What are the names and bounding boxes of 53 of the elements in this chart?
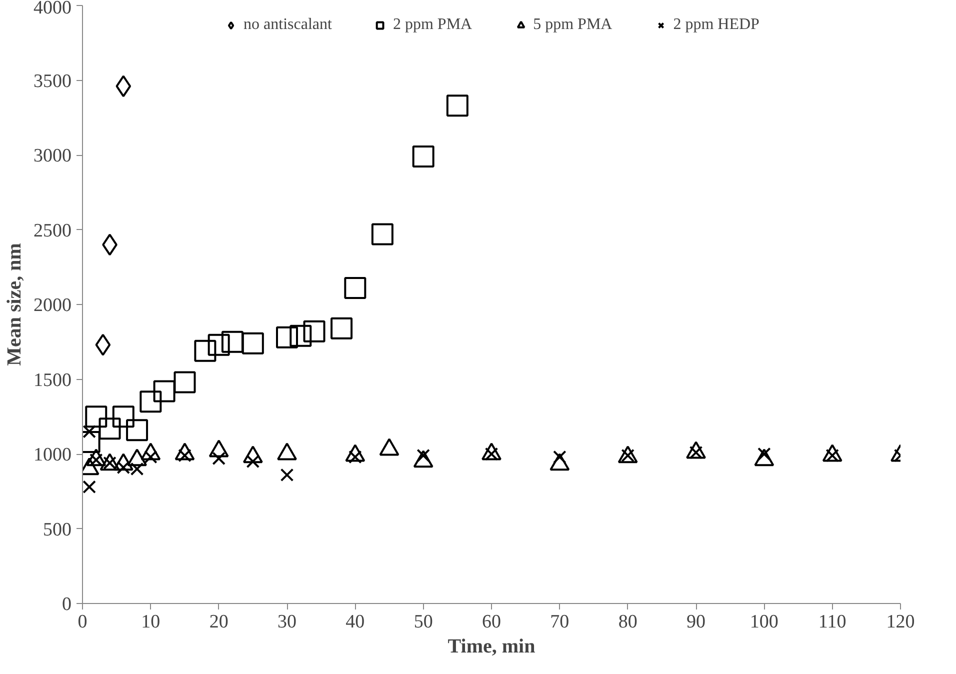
point [82, 424, 96, 438]
y-tick-label: 4000 [34, 0, 72, 18]
point [371, 223, 394, 246]
point [98, 418, 121, 440]
x-axis-title: Time, min [448, 636, 536, 658]
x-tick-label: 110 [818, 612, 846, 632]
x-tick-label: 60 [482, 612, 501, 632]
y-tick-label: 1500 [34, 370, 72, 391]
point [82, 480, 96, 494]
x-tick-label: 50 [414, 612, 433, 632]
x-tick-label: 10 [141, 612, 160, 632]
point [116, 75, 132, 98]
x-tick-label: 40 [346, 612, 365, 632]
legend-label: 2 ppm PMA [392, 16, 472, 34]
y-tick-label: 2000 [34, 295, 72, 316]
x-tick-label: 20 [209, 612, 228, 632]
y-tick-label: 0 [62, 594, 72, 615]
x-tick-label: 30 [278, 612, 296, 632]
point [126, 419, 148, 442]
legend-label: 2 ppm HEDP [673, 16, 760, 34]
point [174, 371, 196, 394]
point [212, 452, 226, 466]
y-axis-title: Mean size, nm [4, 242, 26, 366]
point [290, 324, 312, 347]
point [446, 94, 468, 117]
point [344, 277, 366, 300]
y-tick-label: 2500 [34, 220, 72, 242]
point [208, 334, 230, 356]
point [85, 406, 108, 428]
legend-label: 5 ppm PMA [533, 16, 612, 34]
point [112, 406, 134, 428]
x-tick-label: 120 [886, 612, 915, 632]
point [276, 326, 298, 348]
point [95, 334, 111, 356]
point [242, 332, 264, 354]
point [412, 145, 434, 168]
y-tick-label: 1000 [34, 444, 72, 466]
x-tick-label: 90 [686, 612, 706, 632]
point [140, 390, 162, 413]
x-tick-label: 80 [618, 612, 638, 632]
y-tick-label: 3000 [34, 146, 72, 166]
x-tick-label: 70 [550, 612, 570, 632]
point [153, 380, 176, 402]
x-tick-label: 0 [78, 612, 88, 632]
x-tick-label: 100 [750, 612, 778, 632]
point [303, 320, 326, 342]
point [221, 330, 244, 353]
y-tick-label: 3500 [34, 70, 72, 92]
y-tick-label: 500 [43, 519, 72, 540]
point [330, 317, 353, 340]
point [194, 340, 216, 362]
point [280, 468, 294, 482]
legend-label: no antiscalant [244, 16, 332, 34]
